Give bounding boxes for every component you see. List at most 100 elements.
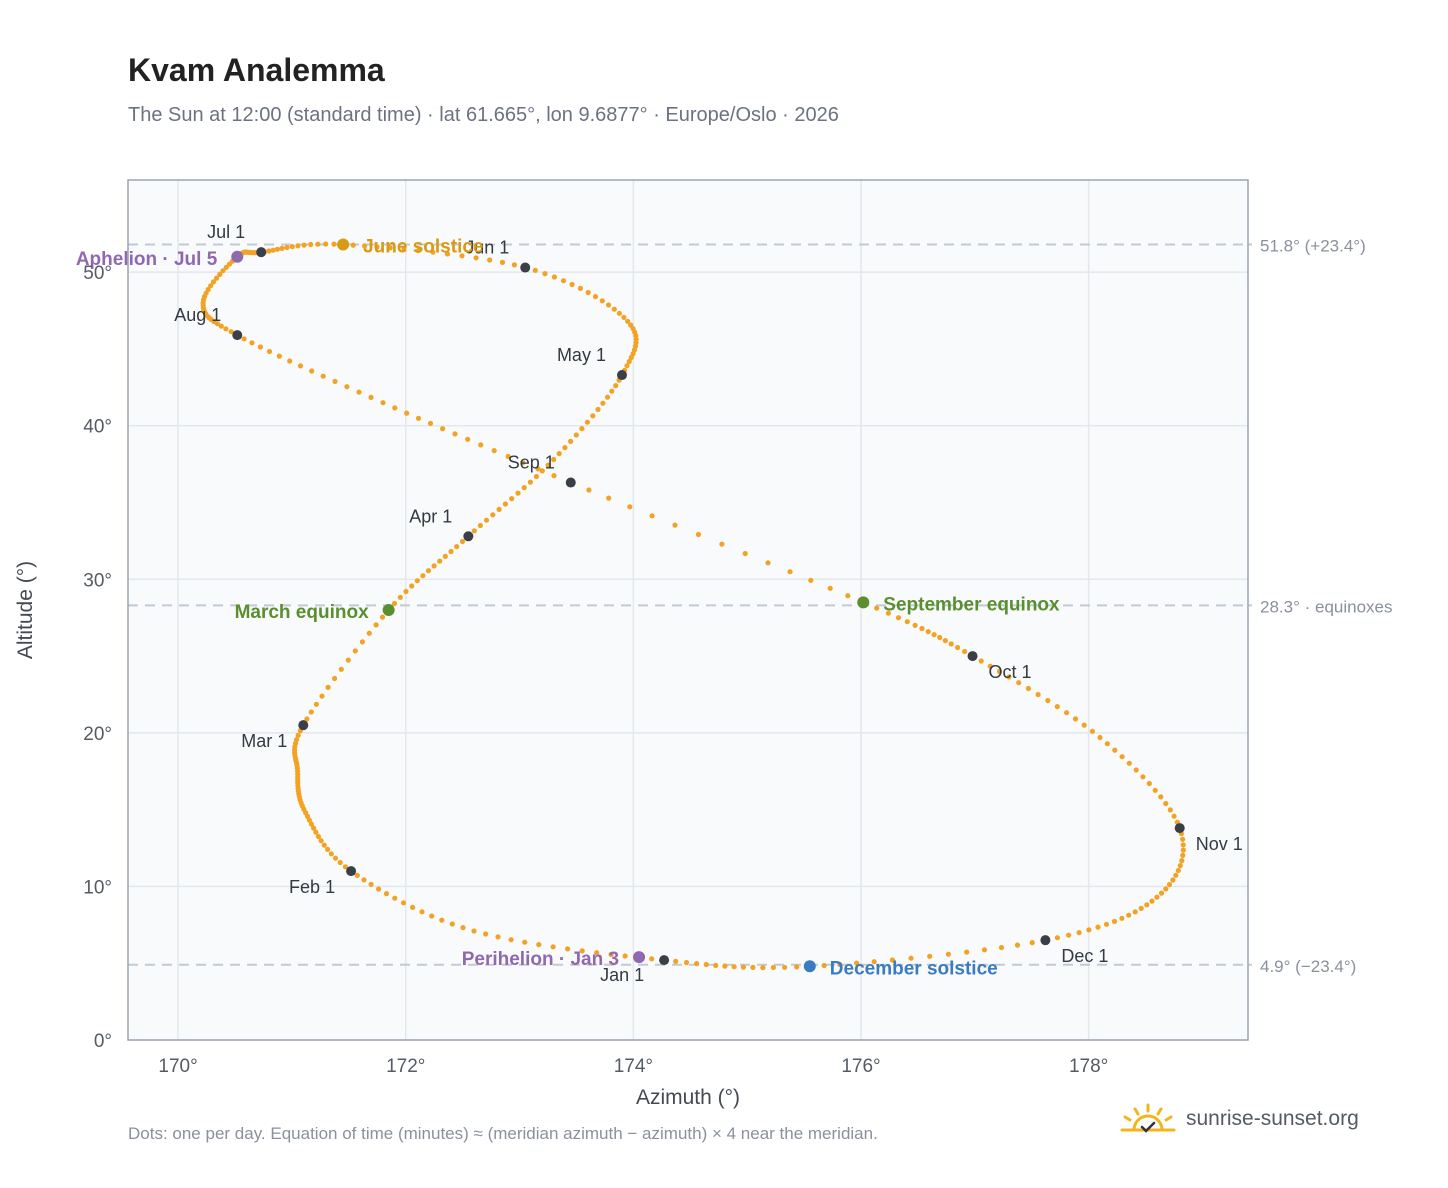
- daily-sun-dot: [577, 285, 584, 291]
- daily-sun-dot: [1025, 685, 1031, 692]
- daily-sun-dot: [249, 340, 255, 346]
- daily-sun-dot: [750, 964, 756, 971]
- plot-frame: [127, 179, 1249, 1041]
- daily-sun-dot: [315, 241, 321, 247]
- daily-sun-dot: [931, 632, 937, 638]
- daily-sun-dot: [499, 259, 506, 265]
- daily-sun-dot: [964, 949, 970, 955]
- daily-sun-dot: [616, 310, 623, 316]
- daily-sun-dot: [313, 701, 319, 707]
- y-axis-label: Altitude (°): [14, 561, 37, 659]
- daily-sun-dot: [315, 833, 321, 840]
- daily-sun-dot: [821, 962, 827, 969]
- x-tick-label: 176°: [841, 1056, 880, 1077]
- daily-sun-dot: [442, 553, 448, 560]
- daily-sun-dot: [1112, 747, 1118, 753]
- daily-sun-dot: [383, 891, 390, 897]
- daily-sun-dot: [318, 838, 324, 844]
- daily-sun-dot: [945, 951, 952, 957]
- daily-sun-dot: [585, 289, 591, 296]
- daily-sun-dot: [454, 544, 460, 550]
- daily-sun-dot: [1132, 909, 1138, 915]
- daily-sun-dot: [410, 904, 416, 911]
- month-marker: [256, 247, 267, 258]
- daily-sun-dot: [996, 668, 1003, 675]
- event-marker: [231, 250, 244, 263]
- daily-sun-dot: [477, 522, 483, 529]
- daily-sun-dot: [444, 251, 451, 257]
- daily-sun-dot: [520, 460, 526, 466]
- event-label: Perihelion · Jan 3: [462, 949, 619, 970]
- daily-sun-dot: [328, 851, 334, 857]
- daily-sun-dot: [515, 490, 521, 496]
- month-marker-label: Apr 1: [409, 506, 452, 526]
- daily-sun-dot: [352, 648, 358, 654]
- daily-sun-dot: [301, 242, 307, 248]
- event-marker: [857, 596, 870, 609]
- daily-sun-dot: [425, 568, 432, 574]
- daily-sun-dot: [545, 462, 551, 468]
- daily-sun-dot: [649, 513, 655, 519]
- brand-logo[interactable]: sunrise-sunset.org: [1120, 1102, 1359, 1136]
- daily-sun-dot: [439, 917, 445, 923]
- daily-sun-dot: [885, 610, 892, 616]
- daily-sun-dot: [942, 638, 948, 644]
- brand-name: sunrise-sunset.org: [1186, 1107, 1359, 1130]
- event-marker: [382, 604, 395, 616]
- daily-sun-dot: [586, 487, 592, 493]
- daily-sun-dot: [1166, 881, 1173, 888]
- y-tick-label: 20°: [83, 724, 112, 745]
- daily-sun-dot: [569, 281, 575, 288]
- daily-sun-dot: [505, 453, 511, 460]
- daily-sun-dot: [845, 593, 851, 599]
- daily-sun-dot: [1095, 924, 1101, 930]
- daily-sun-dot: [304, 716, 310, 722]
- daily-sun-dot: [289, 244, 295, 250]
- daily-sun-dot: [344, 384, 350, 390]
- daily-sun-dot: [590, 413, 596, 419]
- daily-sun-dot: [1180, 847, 1186, 853]
- daily-sun-dot: [295, 243, 301, 249]
- daily-sun-dot: [392, 405, 398, 411]
- daily-sun-dot: [987, 663, 993, 669]
- daily-sun-dot: [1180, 852, 1186, 859]
- reference-line-label: 4.9° (−23.4°): [1260, 957, 1356, 976]
- daily-sun-dot: [556, 451, 562, 457]
- daily-sun-dot: [562, 445, 568, 451]
- daily-sun-dot: [1076, 930, 1082, 936]
- daily-sun-dot: [962, 648, 968, 655]
- daily-sun-dot: [376, 886, 382, 892]
- daily-sun-dot: [208, 283, 214, 289]
- y-tick-label: 40°: [83, 417, 112, 438]
- daily-sun-dot: [919, 625, 925, 632]
- daily-sun-dot: [379, 614, 386, 620]
- daily-sun-dot: [998, 944, 1005, 951]
- daily-sun-dot: [908, 955, 914, 961]
- daily-sun-dot: [350, 242, 356, 248]
- month-marker-label: Jul 1: [207, 222, 245, 242]
- daily-sun-dot: [313, 829, 319, 835]
- daily-sun-dot: [415, 248, 421, 254]
- daily-sun-dot: [1144, 902, 1150, 908]
- daily-sun-dot: [220, 268, 226, 274]
- x-tick-label: 178°: [1069, 1056, 1108, 1077]
- daily-sun-dot: [471, 928, 477, 934]
- daily-sun-dot: [1035, 691, 1041, 698]
- footnote: Dots: one per day. Equation of time (min…: [128, 1124, 878, 1143]
- daily-sun-dot: [1064, 710, 1070, 716]
- daily-sun-dot: [332, 675, 338, 682]
- daily-sun-dot: [478, 442, 484, 448]
- event-marker: [337, 238, 350, 251]
- daily-sun-dot: [325, 684, 331, 691]
- reference-line-label: 28.3° · equinoxes: [1260, 597, 1393, 616]
- reference-line-label: 51.8° (+23.4°): [1260, 237, 1366, 256]
- daily-sun-dot: [672, 522, 678, 528]
- daily-sun-dot: [621, 314, 627, 320]
- daily-sun-dot: [400, 900, 407, 906]
- daily-sun-dot: [694, 961, 700, 967]
- daily-sun-dot: [854, 960, 860, 966]
- daily-sun-dot: [362, 243, 368, 249]
- daily-sun-dot: [613, 383, 619, 389]
- daily-sun-dot: [293, 737, 300, 743]
